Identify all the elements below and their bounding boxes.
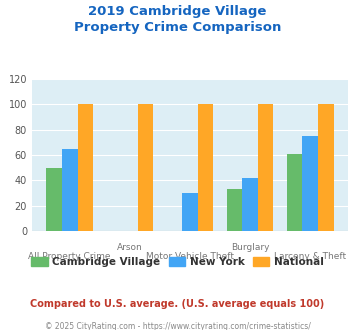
Text: Arson: Arson [117,243,143,251]
Legend: Cambridge Village, New York, National: Cambridge Village, New York, National [32,257,323,267]
Text: 2019 Cambridge Village
Property Crime Comparison: 2019 Cambridge Village Property Crime Co… [74,5,281,34]
Text: Motor Vehicle Theft: Motor Vehicle Theft [146,252,234,261]
Text: Burglary: Burglary [231,243,269,251]
Bar [242,178,258,231]
Bar [138,105,153,231]
Text: © 2025 CityRating.com - https://www.cityrating.com/crime-statistics/: © 2025 CityRating.com - https://www.city… [45,322,310,330]
Bar [302,136,318,231]
Bar [198,105,213,231]
Text: Larceny & Theft: Larceny & Theft [274,252,346,261]
Bar [258,105,273,231]
Bar [318,105,334,231]
Bar [46,168,62,231]
Bar [182,193,198,231]
Bar [62,149,77,231]
Bar [77,105,93,231]
Text: Compared to U.S. average. (U.S. average equals 100): Compared to U.S. average. (U.S. average … [31,299,324,309]
Bar [287,154,302,231]
Bar [226,189,242,231]
Text: All Property Crime: All Property Crime [28,252,111,261]
